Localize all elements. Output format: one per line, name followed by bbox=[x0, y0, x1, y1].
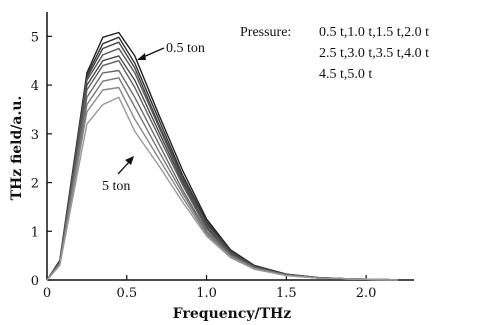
annotation-0-5-ton-arrowhead bbox=[137, 53, 146, 60]
x-tick-label: 0.5 bbox=[116, 286, 137, 301]
legend-line-1: 0.5 t,1.0 t,1.5 t,2.0 t bbox=[319, 25, 429, 40]
y-tick-label: 3 bbox=[31, 128, 39, 143]
series-lines bbox=[46, 31, 399, 281]
x-tick-label: 2.0 bbox=[356, 286, 377, 301]
annotation-5-ton: 5 ton bbox=[102, 179, 130, 194]
x-tick-label: 1.0 bbox=[196, 286, 217, 301]
annotation-0-5-ton: 0.5 ton bbox=[166, 41, 205, 56]
annotation-5-ton-arrowhead bbox=[125, 156, 134, 165]
x-tick-label: 1.5 bbox=[276, 286, 297, 301]
legend-line-3: 4.5 t,5.0 t bbox=[319, 67, 372, 82]
series-line-10 bbox=[46, 96, 399, 281]
y-tick-label: 4 bbox=[31, 79, 39, 94]
axis-ticks: 0 0.5 1.0 1.5 2.0 0 1 2 3 4 5 bbox=[31, 30, 377, 301]
legend-label: Pressure: bbox=[240, 25, 291, 40]
x-tick-label: 0 bbox=[43, 286, 51, 301]
x-axis-title: Frequency/THz bbox=[173, 306, 291, 322]
y-tick-label: 2 bbox=[31, 177, 39, 192]
legend-line-2: 2.5 t,3.0 t,3.5 t,4.0 t bbox=[319, 46, 429, 61]
y-axis-title: THz field/a.u. bbox=[9, 96, 25, 201]
y-tick-label: 1 bbox=[31, 225, 39, 240]
y-tick-label: 0 bbox=[31, 274, 39, 289]
y-tick-label: 5 bbox=[31, 30, 39, 45]
